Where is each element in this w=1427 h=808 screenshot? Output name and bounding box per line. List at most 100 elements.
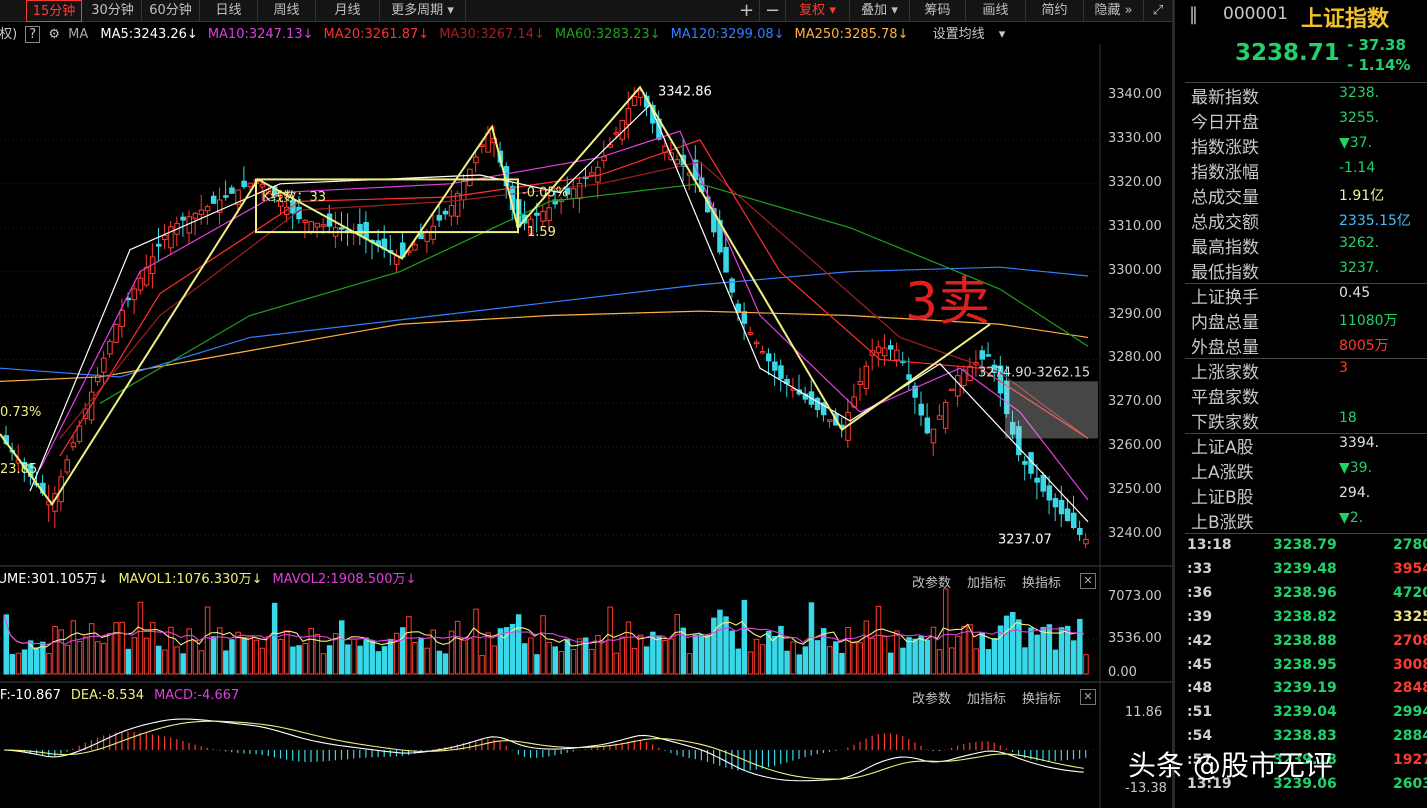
volume-bar <box>290 646 296 675</box>
volume-bar <box>314 633 321 675</box>
tick-price: 3238.95 <box>1273 656 1337 673</box>
tick-time: :45 <box>1187 656 1213 673</box>
volume-bar <box>1058 627 1065 675</box>
more-periods-dropdown[interactable]: 更多周期 ▾ <box>380 0 466 22</box>
help-icon[interactable]: ? <box>25 26 41 43</box>
stat-label: 总成交额 <box>1191 213 1259 233</box>
macd-value-2: MACD:-4.667 <box>154 688 240 703</box>
fullscreen-button[interactable]: ⤢ <box>1144 0 1172 22</box>
volume-bar <box>448 630 455 675</box>
kline-chart-area[interactable]: 3342.86 3237.07 0.73% 23.85 K线数：33 -0.05% 1.59… <box>0 22 1172 808</box>
stat-label: 上涨家数 <box>1191 363 1259 383</box>
candle-body <box>442 210 449 215</box>
volume-axis-tick-2: 0.00 <box>1108 665 1137 680</box>
chart-canvas[interactable]: 3342.86 3237.07 0.73% 23.85 K线数：33 -0.05% 1.59… <box>0 22 1172 808</box>
macd-close-button[interactable]: ✕ <box>1080 689 1096 705</box>
volume-bar <box>235 631 241 675</box>
volume-bar <box>271 602 278 675</box>
volume-add-indicator-button[interactable]: 加指标 <box>967 576 1007 591</box>
panel-toggle-icon[interactable]: ‖ <box>1189 4 1198 25</box>
candle-body <box>747 332 754 335</box>
tick-row[interactable]: 13:19 3239.06 2603 <box>1185 776 1427 799</box>
candle-body <box>1022 461 1028 465</box>
volume-bar <box>1010 611 1016 675</box>
tick-volume: 4720 <box>1393 584 1427 601</box>
draw-line-button[interactable]: 画线 <box>966 0 1026 22</box>
low-price-label: 3237.07 <box>998 532 1052 547</box>
volume-bar <box>1064 625 1071 675</box>
volume-bar <box>979 632 985 675</box>
tick-row[interactable]: :39 3238.82 3325 <box>1185 609 1427 632</box>
volume-bar <box>583 637 589 675</box>
volume-bar <box>857 642 863 675</box>
tick-row[interactable]: :54 3238.83 2884 <box>1185 728 1427 751</box>
volume-bar <box>320 653 327 675</box>
volume-bar <box>784 650 790 675</box>
index-name: 上证指数 <box>1301 7 1390 32</box>
stat-row: 上B涨跌 ▼2. <box>1189 508 1427 533</box>
period-day-button[interactable]: 日线 <box>200 0 258 22</box>
volume-switch-indicator-button[interactable]: 换指标 <box>1022 576 1062 591</box>
ma-value-0: MA5:3243.26↓ <box>100 27 198 42</box>
candle-body <box>827 419 833 422</box>
tick-time: :48 <box>1187 680 1213 697</box>
stat-row: 总成交量 1.91亿 <box>1189 183 1427 208</box>
left-value-label: 23.85 <box>0 462 37 477</box>
volume-bar <box>869 637 876 675</box>
period-month-button[interactable]: 月线 <box>316 0 380 22</box>
period-week-button[interactable]: 周线 <box>258 0 316 22</box>
price-axis-tick-10: 3240.00 <box>1108 526 1162 541</box>
candle-body <box>217 199 223 213</box>
macd-edit-params-button[interactable]: 改参数 <box>912 692 952 707</box>
stat-value: 18 <box>1339 410 1357 426</box>
candle-body <box>985 354 992 357</box>
chips-button[interactable]: 筹码 <box>910 0 966 22</box>
volume-bar <box>839 652 845 675</box>
period-30min-button[interactable]: 30分钟 <box>84 0 142 22</box>
ma-value-4: MA60:3283.23↓ <box>554 27 661 42</box>
tick-row[interactable]: :57 3239.18 1927 <box>1185 752 1427 775</box>
tick-row[interactable]: :33 3239.48 3954 <box>1185 561 1427 584</box>
tick-row[interactable]: :51 3239.04 2994 <box>1185 704 1427 727</box>
volume-bar <box>692 634 699 675</box>
volume-bar <box>705 634 711 675</box>
volume-bar <box>949 647 955 675</box>
tick-price: 3238.82 <box>1273 608 1337 625</box>
volume-edit-params-button[interactable]: 改参数 <box>912 576 952 591</box>
volume-bar <box>198 650 205 675</box>
period-15min-button[interactable]: 15分钟 <box>26 0 82 22</box>
candle-body <box>955 375 961 397</box>
tick-row[interactable]: :45 3238.95 3008 <box>1185 657 1427 680</box>
quote-panel: ‖ 000001 上证指数 3238.71 - 37.38 - 1.14% 最新… <box>1172 0 1427 808</box>
candle-body <box>424 231 430 242</box>
tick-row[interactable]: 13:18 3238.79 2780 <box>1185 537 1427 560</box>
ma-settings-button[interactable]: 设置均线 ▾ <box>932 27 1006 42</box>
adjust-dropdown[interactable]: 复权 ▾ <box>786 0 850 22</box>
volume-bar <box>540 615 546 675</box>
volume-bar <box>461 639 467 675</box>
overlay-dropdown[interactable]: 叠加 ▾ <box>850 0 910 22</box>
zoom-in-button[interactable]: + <box>734 0 760 22</box>
volume-bar <box>1016 619 1022 675</box>
hide-button[interactable]: 隐藏 » <box>1084 0 1144 22</box>
macd-switch-indicator-button[interactable]: 换指标 <box>1022 692 1062 707</box>
period-60min-button[interactable]: 60分钟 <box>142 0 200 22</box>
simple-button[interactable]: 简约 <box>1026 0 1084 22</box>
macd-add-indicator-button[interactable]: 加指标 <box>967 692 1007 707</box>
tick-row[interactable]: :48 3239.19 2848 <box>1185 680 1427 703</box>
volume-bar <box>619 636 626 675</box>
volume-bar <box>82 636 89 675</box>
candle-body <box>168 226 174 249</box>
tick-price: 3238.83 <box>1273 728 1337 745</box>
zoom-out-button[interactable]: − <box>760 0 786 22</box>
volume-bar <box>1052 649 1059 675</box>
tick-row[interactable]: :42 3238.88 2708 <box>1185 633 1427 656</box>
stat-row: 上证A股 3394. <box>1189 433 1427 458</box>
volume-bar <box>552 646 558 675</box>
volume-close-button[interactable]: ✕ <box>1080 573 1096 589</box>
candle-body <box>1071 512 1077 529</box>
gear-icon[interactable]: ⚙ <box>48 27 60 42</box>
candle-body <box>601 156 607 162</box>
tick-row[interactable]: :36 3238.96 4720 <box>1185 585 1427 608</box>
stat-label: 下跌家数 <box>1191 413 1259 433</box>
